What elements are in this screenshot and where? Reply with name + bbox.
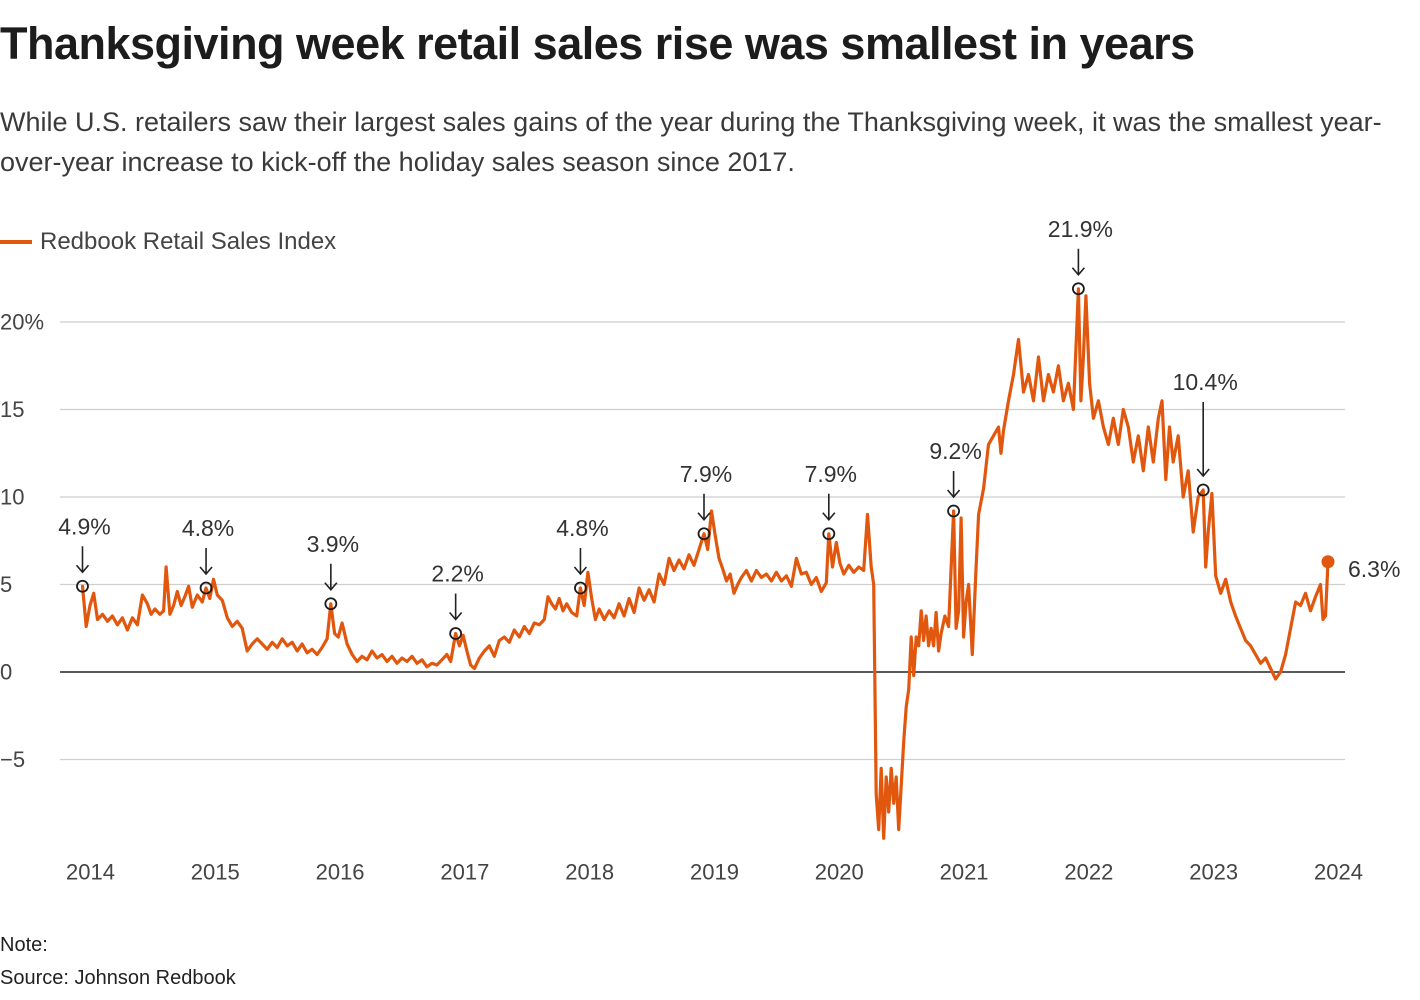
y-tick-label: −5 <box>0 747 25 772</box>
annotation-arrow-head <box>324 582 338 591</box>
chart-note: Note: <box>0 934 48 956</box>
x-tick-label: 2022 <box>1064 860 1113 885</box>
chart-legend: Redbook Retail Sales Index <box>0 226 336 258</box>
annotation-label: 10.4% <box>1173 369 1238 395</box>
annotation-arrow-head <box>449 611 463 621</box>
annotation-arrow-head <box>697 512 711 521</box>
annotation-label: 21.9% <box>1048 216 1113 242</box>
legend-label: Redbook Retail Sales Index <box>40 228 337 255</box>
annotation-label: 4.8% <box>182 515 234 541</box>
annotation-arrow-head <box>75 564 90 574</box>
annotation-label: 4.8% <box>556 515 608 541</box>
annotation-marker <box>76 579 89 593</box>
x-tick-label: 2014 <box>66 860 115 885</box>
annotation-label: 2.2% <box>431 561 483 587</box>
x-tick-label: 2015 <box>191 860 240 885</box>
annotation-marker <box>697 527 711 541</box>
annotation-label: 7.9% <box>805 461 857 487</box>
annotation-label: 9.2% <box>929 438 981 464</box>
annotation-marker <box>822 527 836 541</box>
annotation-marker <box>1196 483 1210 497</box>
legend-swatch <box>0 240 32 244</box>
x-tick-label: 2024 <box>1314 860 1363 885</box>
chart-subtitle: While U.S. retailers saw their largest s… <box>0 107 1382 177</box>
annotation-arrow-head <box>199 566 213 576</box>
annotation-arrow-head <box>946 489 961 499</box>
chart-source: Source: Johnson Redbook <box>0 967 236 989</box>
annotation-marker <box>947 504 960 518</box>
y-tick-label: 15 <box>0 397 24 422</box>
annotation-marker <box>574 581 587 595</box>
y-tick-label: 10 <box>0 485 24 510</box>
x-tick-label: 2021 <box>940 860 989 885</box>
annotation-label: 7.9% <box>680 461 732 487</box>
annotation-marker <box>1072 282 1085 296</box>
annotation-marker <box>449 627 463 640</box>
annotation-label: 4.9% <box>58 513 110 539</box>
x-tick-label: 2018 <box>565 860 614 885</box>
x-tick-label: 2016 <box>316 860 365 885</box>
annotation-arrow-head <box>1196 468 1210 478</box>
chart-title: Thanksgiving week retail sales rise was … <box>0 18 1195 69</box>
last-value-dot <box>1321 555 1335 569</box>
annotation-label: 3.9% <box>307 531 359 557</box>
y-tick-label: 20% <box>0 310 44 335</box>
series-line-redbook <box>80 287 1330 840</box>
x-tick-label: 2019 <box>690 860 739 885</box>
x-tick-label: 2020 <box>815 860 864 885</box>
last-value-label: 6.3% <box>1348 556 1400 582</box>
y-tick-label: 0 <box>0 660 12 685</box>
x-tick-label: 2017 <box>440 860 489 885</box>
annotation-arrow-head <box>1071 267 1086 276</box>
y-tick-label: 5 <box>0 572 12 597</box>
annotation-arrow-head <box>822 512 836 521</box>
annotation-arrow-head <box>573 566 588 576</box>
annotation-marker <box>324 597 338 611</box>
annotation-marker <box>199 581 213 595</box>
x-tick-label: 2023 <box>1189 860 1238 885</box>
